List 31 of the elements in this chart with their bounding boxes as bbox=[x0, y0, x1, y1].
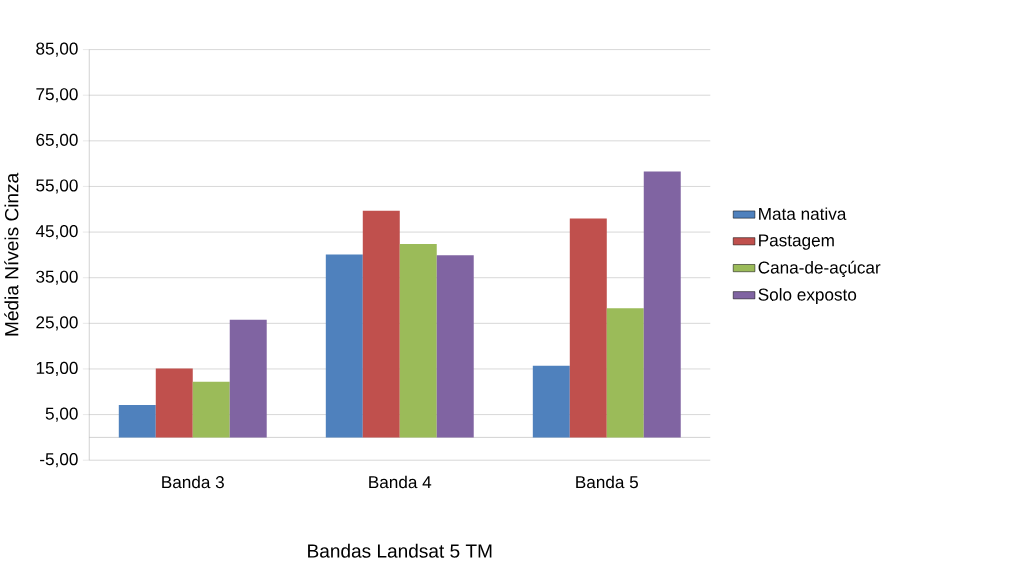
bar bbox=[362, 210, 400, 438]
y-axis-title: Média Níveis Cinza bbox=[4, 172, 19, 336]
y-tick-label: 55,00 bbox=[36, 179, 78, 194]
y-tick-label: -5,00 bbox=[40, 453, 78, 468]
x-tick-label: Banda 5 bbox=[576, 475, 638, 489]
bar bbox=[399, 243, 437, 438]
y-tick-label: 65,00 bbox=[36, 133, 78, 148]
bar bbox=[155, 368, 193, 438]
bar bbox=[229, 319, 267, 438]
x-tick-label: Banda 3 bbox=[162, 475, 224, 489]
bar bbox=[569, 218, 607, 438]
y-tick-label: 35,00 bbox=[36, 270, 78, 285]
legend-label: Pastagem bbox=[759, 234, 834, 250]
bar bbox=[118, 405, 156, 438]
x-axis-title: Bandas Landsat 5 TM bbox=[308, 543, 492, 558]
y-tick-label: 85,00 bbox=[36, 42, 78, 57]
bar bbox=[192, 381, 230, 438]
legend-label: Cana-de-açúcar bbox=[758, 260, 881, 278]
y-tick-label: 25,00 bbox=[36, 316, 78, 331]
y-tick-label: 15,00 bbox=[36, 361, 78, 377]
y-tick-label: 45,00 bbox=[35, 225, 78, 240]
x-tick-label: Banda 4 bbox=[369, 475, 432, 489]
y-tick-label: 75,00 bbox=[36, 88, 78, 103]
legend-label: Mata nativa bbox=[759, 207, 847, 220]
y-tick-label: 5,00 bbox=[45, 407, 78, 422]
bar bbox=[643, 171, 681, 438]
bar bbox=[532, 365, 570, 438]
legend-label: Solo exposto bbox=[758, 288, 857, 305]
bar bbox=[436, 255, 474, 438]
bar bbox=[325, 254, 363, 438]
bar bbox=[606, 308, 644, 438]
